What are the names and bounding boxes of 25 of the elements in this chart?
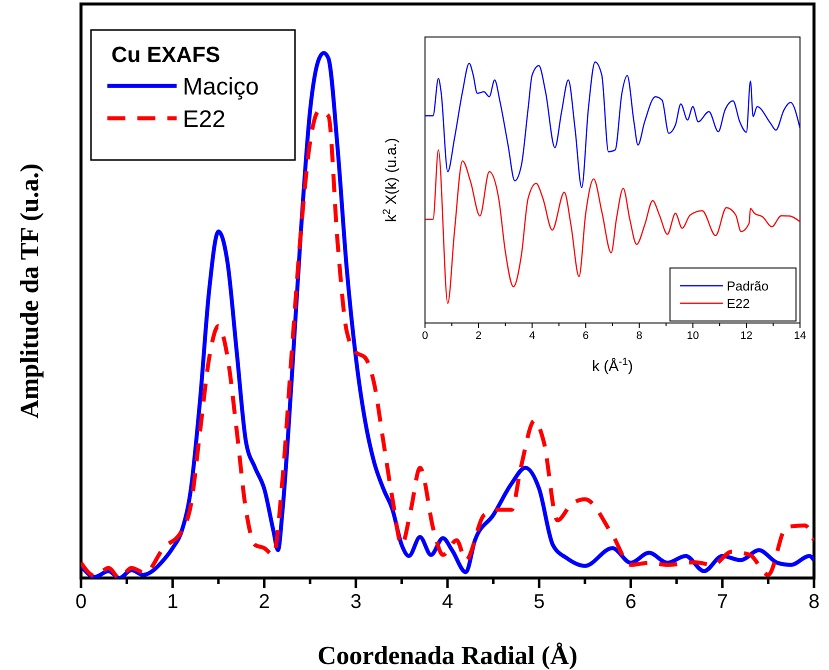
x-tick-label: 2 bbox=[476, 330, 482, 342]
legend-title: Cu EXAFS bbox=[111, 42, 220, 67]
x-tick-label: 4 bbox=[442, 591, 454, 613]
x-tick-label: 12 bbox=[740, 330, 753, 342]
x-tick-label: 3 bbox=[350, 591, 362, 613]
x-tick-label: 6 bbox=[582, 330, 589, 342]
y-axis-title: Amplitude da TF (u.a.) bbox=[15, 164, 44, 418]
x-tick-label: 8 bbox=[636, 330, 642, 342]
x-tick-label: 10 bbox=[686, 330, 699, 342]
x-tick-label: 1 bbox=[167, 591, 178, 613]
x-tick-label: 14 bbox=[794, 330, 806, 342]
x-tick-label: 4 bbox=[529, 330, 536, 342]
x-tick-label: 6 bbox=[625, 591, 636, 613]
legend-label: E22 bbox=[182, 106, 226, 133]
x-axis-title: Coordenada Radial (Å) bbox=[317, 641, 578, 670]
x-tick-label: 5 bbox=[534, 591, 545, 613]
x-tick-label: 2 bbox=[258, 591, 270, 613]
legend-label: Maciço bbox=[182, 74, 259, 101]
x-tick-label: 0 bbox=[422, 330, 428, 342]
x-tick-label: 0 bbox=[75, 591, 87, 613]
x-tick-label: 7 bbox=[716, 591, 728, 613]
legend-label: Padrão bbox=[726, 278, 769, 294]
legend-label: E22 bbox=[726, 296, 750, 311]
x-axis-title: k (Å$^{-1}$) bbox=[592, 356, 634, 375]
x-tick-label: 8 bbox=[808, 591, 820, 613]
